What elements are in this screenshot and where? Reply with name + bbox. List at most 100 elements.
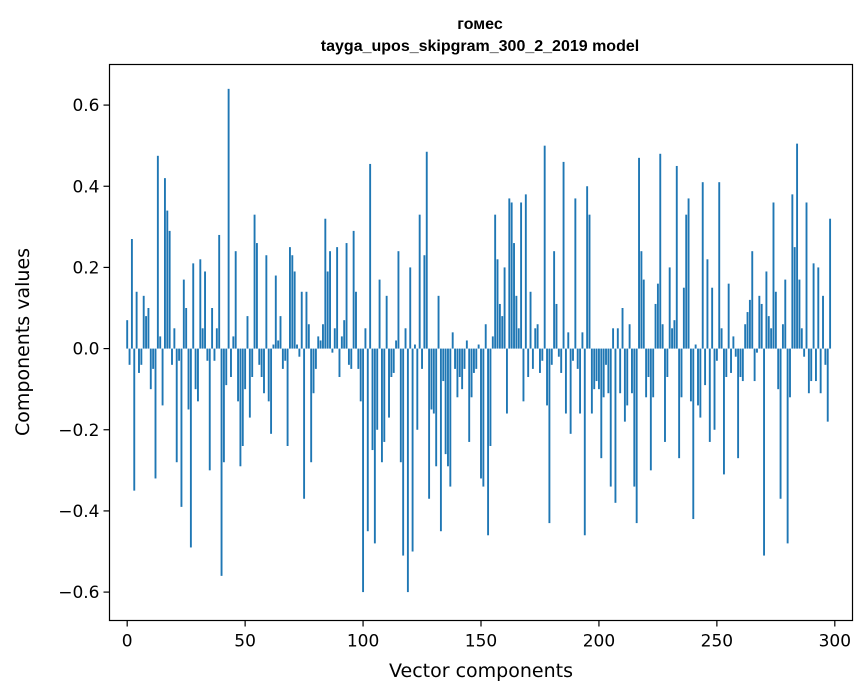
bar-component-32 xyxy=(201,328,204,349)
bar-component-15 xyxy=(161,348,164,406)
bar-component-219 xyxy=(642,279,645,349)
bar-component-42 xyxy=(225,348,228,386)
bar-component-161 xyxy=(506,348,508,414)
bar-component-232 xyxy=(673,320,676,349)
bar-component-128 xyxy=(428,348,431,499)
bar-component-4 xyxy=(135,291,138,349)
bar-component-147 xyxy=(472,348,475,373)
bar-component-242 xyxy=(697,348,699,406)
bar-component-142 xyxy=(461,348,464,390)
bar-component-62 xyxy=(272,344,275,349)
bar-component-218 xyxy=(640,251,643,349)
bar-component-253 xyxy=(723,348,725,475)
bar-component-104 xyxy=(371,348,374,451)
bar-component-7 xyxy=(142,295,145,349)
bar-component-118 xyxy=(404,328,407,349)
bar-component-78 xyxy=(310,348,313,463)
bar-component-5 xyxy=(138,348,140,373)
bar-component-89 xyxy=(336,247,339,349)
bar-component-212 xyxy=(626,348,629,406)
bar-component-183 xyxy=(557,348,560,357)
bar-component-45 xyxy=(232,336,235,349)
bar-component-233 xyxy=(675,165,678,349)
bar-component-65 xyxy=(279,316,282,349)
bar-component-249 xyxy=(713,348,716,430)
y-tick-label: −0.6 xyxy=(58,583,99,603)
y-tick-label: −0.2 xyxy=(58,421,99,441)
bar-component-112 xyxy=(390,348,393,377)
bar-component-179 xyxy=(548,348,551,524)
x-tick-label: 0 xyxy=(122,632,133,652)
bar-component-153 xyxy=(487,348,490,536)
bar-component-163 xyxy=(510,202,513,349)
bar-component-164 xyxy=(513,243,515,349)
bar-component-74 xyxy=(300,291,303,349)
bar-component-159 xyxy=(501,316,504,349)
bar-component-94 xyxy=(347,348,350,365)
bar-component-135 xyxy=(444,348,447,455)
bar-component-264 xyxy=(748,299,751,349)
x-tick-label: 150 xyxy=(465,632,497,652)
bar-component-0 xyxy=(126,320,129,349)
bar-component-10 xyxy=(149,348,152,390)
bar-component-199 xyxy=(595,348,598,382)
bar-component-31 xyxy=(199,259,202,349)
bar-component-156 xyxy=(494,214,497,349)
bar-component-168 xyxy=(522,348,525,402)
bar-component-75 xyxy=(303,348,306,499)
bar-component-158 xyxy=(498,303,501,349)
bar-component-273 xyxy=(770,328,773,349)
bar-component-231 xyxy=(671,328,673,349)
bar-component-189 xyxy=(572,348,574,361)
bar-component-148 xyxy=(475,348,478,369)
bar-component-181 xyxy=(553,251,556,349)
bar-component-172 xyxy=(531,348,534,369)
bar-component-224 xyxy=(654,303,657,349)
x-axis-ticks: 0 50 100 150 200 250 300 xyxy=(122,620,851,652)
bar-component-99 xyxy=(359,348,362,402)
bar-component-268 xyxy=(758,295,761,349)
bar-component-145 xyxy=(468,348,471,442)
bar-component-286 xyxy=(800,328,803,349)
bar-component-221 xyxy=(647,348,650,377)
bar-component-237 xyxy=(685,214,688,349)
bar-component-157 xyxy=(496,259,499,349)
bar-component-211 xyxy=(623,348,626,422)
bar-component-20 xyxy=(173,328,176,349)
bar-component-146 xyxy=(470,348,473,398)
bar-component-100 xyxy=(362,348,365,593)
bar-component-25 xyxy=(185,308,188,349)
bar-component-83 xyxy=(322,324,324,349)
bar-component-298 xyxy=(829,218,832,349)
bar-component-2 xyxy=(130,239,133,349)
bar-component-258 xyxy=(734,348,737,357)
bar-component-52 xyxy=(248,348,251,418)
bar-component-171 xyxy=(529,291,532,349)
y-tick-label: 0.4 xyxy=(72,177,99,197)
bar-component-144 xyxy=(465,340,468,349)
bar-component-229 xyxy=(666,348,669,377)
bar-component-269 xyxy=(760,303,763,349)
bar-component-285 xyxy=(798,279,801,349)
bar-component-53 xyxy=(251,348,254,377)
bar-component-59 xyxy=(265,255,268,349)
bar-component-227 xyxy=(661,324,664,349)
bar-component-213 xyxy=(628,324,631,349)
bar-component-214 xyxy=(631,348,633,394)
bar-component-176 xyxy=(541,348,544,361)
bar-component-33 xyxy=(204,271,206,349)
bar-component-217 xyxy=(638,157,640,349)
bar-component-67 xyxy=(284,348,287,361)
bar-component-14 xyxy=(159,336,162,349)
bar-component-38 xyxy=(215,328,218,349)
bar-component-28 xyxy=(192,263,195,349)
bar-component-114 xyxy=(395,340,398,349)
bar-component-81 xyxy=(317,336,320,349)
bar-component-44 xyxy=(230,348,232,377)
bar-component-167 xyxy=(520,202,523,349)
bar-component-132 xyxy=(437,295,440,349)
bar-component-220 xyxy=(645,348,648,398)
bar-component-3 xyxy=(133,348,136,491)
bar-component-105 xyxy=(373,348,376,544)
bar-component-248 xyxy=(711,287,714,349)
